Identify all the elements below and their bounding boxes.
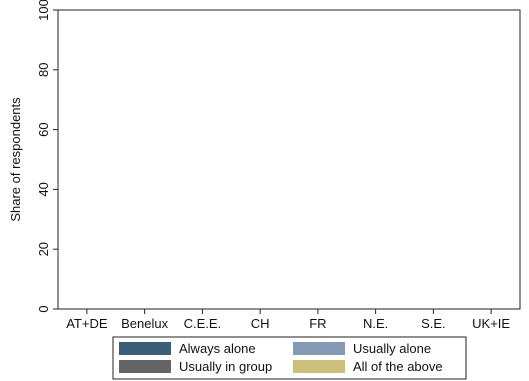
y-tick-label: 100	[36, 0, 51, 21]
y-tick-label: 0	[36, 305, 51, 312]
legend: Always alone Usually alone Usually in grou…	[112, 336, 467, 380]
legend-swatch	[293, 360, 345, 373]
y-axis-title: Share of respondents	[8, 97, 23, 222]
legend-box	[112, 336, 467, 380]
axes-group: AT+DE Benelux C.E.E. CH FR N.E. S.E. UK+IE 0 20 40…	[36, 0, 521, 331]
x-tick-label: CH	[251, 316, 270, 331]
x-tick-label: AT+DE	[66, 316, 108, 331]
x-tick-label: FR	[309, 316, 326, 331]
legend-swatch	[119, 360, 171, 373]
y-tick-label: 80	[36, 63, 51, 77]
legend-label: All of the above	[353, 359, 443, 374]
x-tick-label: S.E.	[421, 316, 446, 331]
plot-frame	[57, 9, 521, 310]
y-tick-label: 60	[36, 122, 51, 136]
y-tick-label: 20	[36, 242, 51, 256]
x-tick-label: N.E.	[363, 316, 388, 331]
x-tick-label: C.E.E.	[184, 316, 222, 331]
legend-label: Always alone	[179, 341, 256, 356]
x-tick-label: Benelux	[121, 316, 168, 331]
legend-label: Usually in group	[179, 359, 272, 374]
legend-swatch	[293, 342, 345, 355]
legend-label: Usually alone	[353, 341, 431, 356]
y-tick-label: 40	[36, 182, 51, 196]
legend-swatch	[119, 342, 171, 355]
x-tick-label: UK+IE	[472, 316, 510, 331]
